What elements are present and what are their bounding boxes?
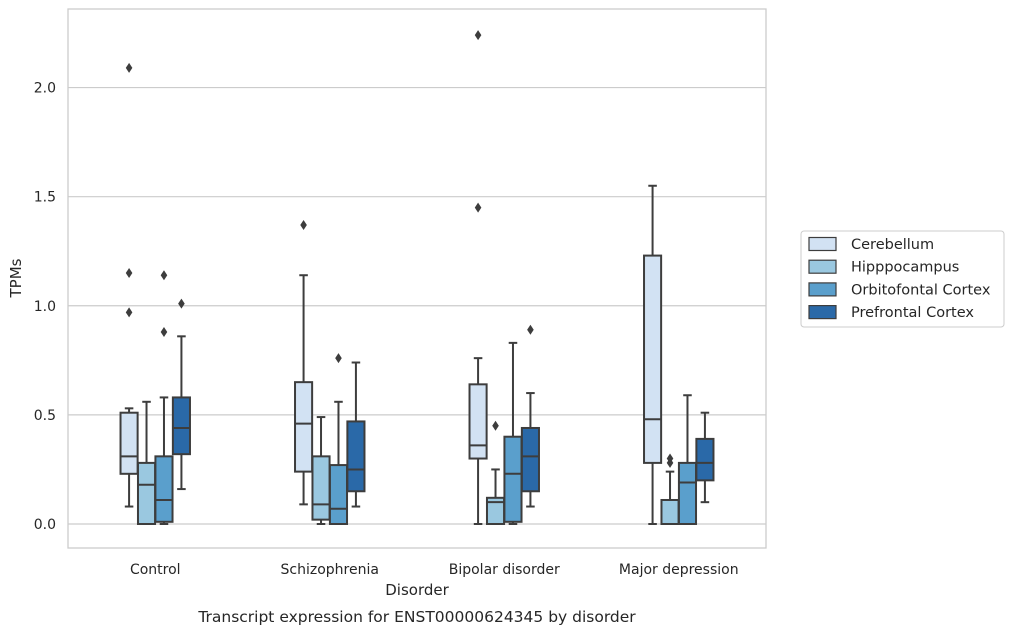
outlier-point	[125, 62, 133, 73]
x-tick-label: Major depression	[619, 562, 739, 578]
legend-items: Cerebellum Hipppocampus Orbitofontal Corte…	[808, 236, 991, 321]
box-iqr	[154, 455, 174, 523]
outlier-point	[160, 326, 168, 337]
chart-caption: Transcript expression for ENST0000062434…	[197, 608, 636, 626]
plot-frame	[67, 8, 767, 549]
box-iqr	[520, 426, 540, 493]
box-iqr	[503, 435, 523, 523]
box-iqr	[171, 396, 191, 456]
legend-swatch	[808, 259, 837, 274]
y-axis-title: TPMs	[7, 258, 25, 298]
box-iqr	[311, 455, 331, 521]
legend-swatch	[808, 305, 837, 320]
x-tick-label: Bipolar disorder	[449, 562, 560, 578]
x-tick-labels: Control Schizophrenia Bipolar disorder Majo…	[130, 562, 739, 578]
box-plot	[154, 270, 174, 525]
legend-label: Hipppocampus	[851, 260, 959, 276]
box-iqr	[136, 461, 157, 525]
box-iqr	[328, 464, 349, 525]
box-iqr	[294, 381, 314, 473]
box-plot	[660, 453, 680, 525]
box-iqr	[660, 498, 680, 525]
box-plot	[468, 30, 488, 525]
x-tick-label: Control	[130, 562, 181, 578]
outlier-point	[125, 307, 133, 318]
box-plot	[520, 324, 540, 508]
box-plot	[643, 184, 663, 525]
box-layer	[119, 30, 715, 525]
legend-label: Cerebellum	[851, 237, 934, 253]
legend-swatch	[808, 236, 837, 252]
outlier-point	[125, 268, 133, 279]
box-iqr	[695, 437, 715, 482]
box-plot	[294, 220, 314, 506]
box-plot	[328, 353, 349, 525]
legend-swatch	[808, 282, 837, 297]
box-plot	[346, 361, 366, 508]
box-plot	[119, 62, 139, 508]
outlier-point	[666, 453, 674, 464]
x-axis-title: Disorder	[385, 581, 449, 599]
box-plot	[171, 298, 191, 491]
y-tick-labels: 0.0 0.5 1.0 1.5 2.0	[34, 81, 56, 533]
legend: Cerebellum Hipppocampus Orbitofontal Corte…	[800, 230, 1005, 328]
outlier-point	[335, 353, 342, 364]
legend-label: Prefrontal Cortex	[851, 305, 974, 321]
outlier-point	[300, 220, 307, 231]
legend-frame	[800, 230, 1005, 328]
outlier-point	[474, 30, 482, 41]
outlier-point	[492, 420, 499, 431]
box-iqr	[643, 254, 663, 464]
y-tick-label: 1.0	[34, 299, 56, 315]
x-tick-label: Schizophrenia	[281, 562, 379, 578]
outlier-point	[527, 324, 534, 335]
outlier-point	[178, 298, 185, 309]
box-iqr	[119, 411, 139, 475]
y-tick-label: 1.5	[34, 190, 56, 206]
box-plot	[695, 411, 715, 504]
series-prefrontal-cortex	[171, 298, 715, 508]
box-iqr	[468, 383, 488, 460]
box-iqr	[346, 420, 366, 493]
y-tick-label: 0.5	[34, 408, 56, 424]
box-plot	[485, 420, 506, 525]
y-tick-label: 0.0	[34, 517, 56, 533]
y-tick-label: 2.0	[34, 81, 56, 97]
outlier-point	[160, 270, 168, 281]
box-plot	[677, 394, 698, 525]
outlier-point	[474, 202, 482, 213]
box-iqr	[677, 461, 698, 525]
legend-label: Orbitofontal Cortex	[851, 282, 991, 298]
series-cerebellum	[119, 30, 663, 525]
